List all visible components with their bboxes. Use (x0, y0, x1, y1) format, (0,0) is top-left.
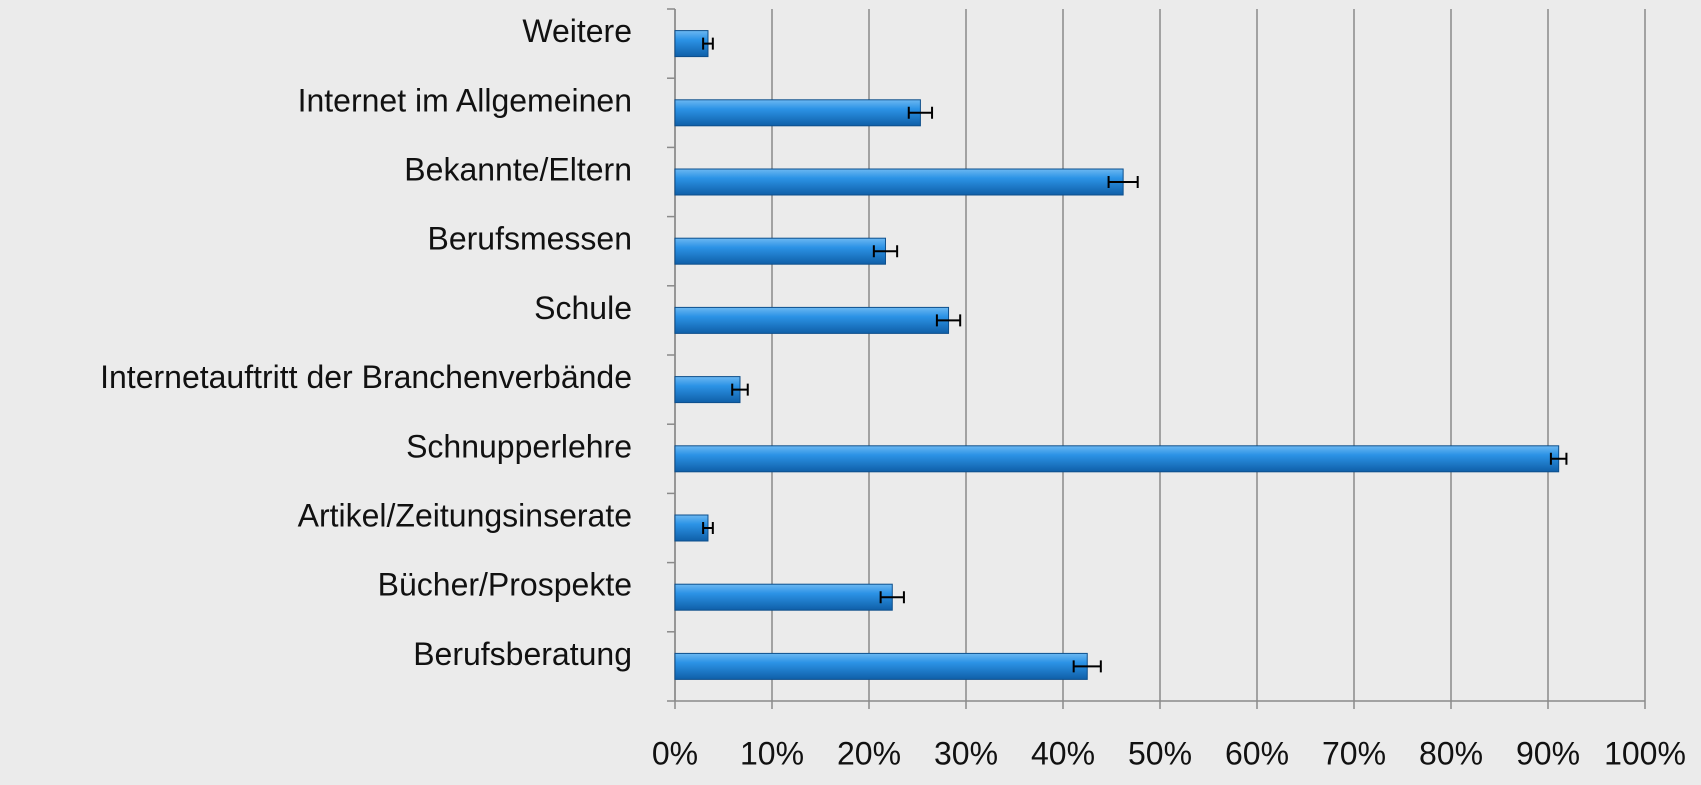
bar (674, 99, 921, 127)
x-tick-label: 50% (1128, 735, 1192, 771)
x-tick-label: 60% (1225, 735, 1289, 771)
bar (674, 237, 886, 265)
error-bar (731, 383, 749, 396)
x-tick-label: 100% (1604, 735, 1686, 771)
error-bar (702, 37, 714, 50)
y-tick-label: Berufsberatung (413, 636, 632, 672)
x-tick-label: 30% (934, 735, 998, 771)
x-tick-label: 20% (837, 735, 901, 771)
y-tick-label: Berufsmessen (427, 221, 632, 257)
y-tick-label: Bücher/Prospekte (378, 567, 632, 603)
x-tick-label: 0% (652, 735, 698, 771)
x-tick-label: 40% (1031, 735, 1095, 771)
error-bar (1107, 176, 1139, 188)
x-tick-label: 10% (740, 735, 804, 771)
y-tick-label: Schnupperlehre (406, 428, 632, 464)
y-tick-label: Schule (534, 290, 632, 326)
error-bar (1072, 660, 1102, 673)
bar (674, 376, 741, 404)
x-tick-label: 90% (1516, 735, 1580, 771)
x-tick-label: 70% (1322, 735, 1386, 771)
bar (674, 306, 950, 334)
error-bar (935, 314, 962, 327)
y-tick-label: Weitere (522, 13, 632, 49)
error-bar (702, 522, 714, 534)
error-bar (907, 106, 934, 119)
error-bar (879, 591, 905, 604)
bar (674, 445, 1560, 473)
y-tick-label: Artikel/Zeitungsinserate (298, 497, 632, 533)
y-tick-label: Internet im Allgemeinen (298, 82, 632, 118)
bar (674, 168, 1124, 196)
y-tick-label: Internetauftritt der Branchenverbände (100, 359, 632, 395)
y-tick-label: Bekannte/Eltern (404, 151, 632, 187)
bar (674, 583, 893, 611)
error-bar (872, 245, 899, 258)
bar (674, 652, 1088, 680)
error-bar (1549, 452, 1568, 465)
x-tick-label: 80% (1419, 735, 1483, 771)
